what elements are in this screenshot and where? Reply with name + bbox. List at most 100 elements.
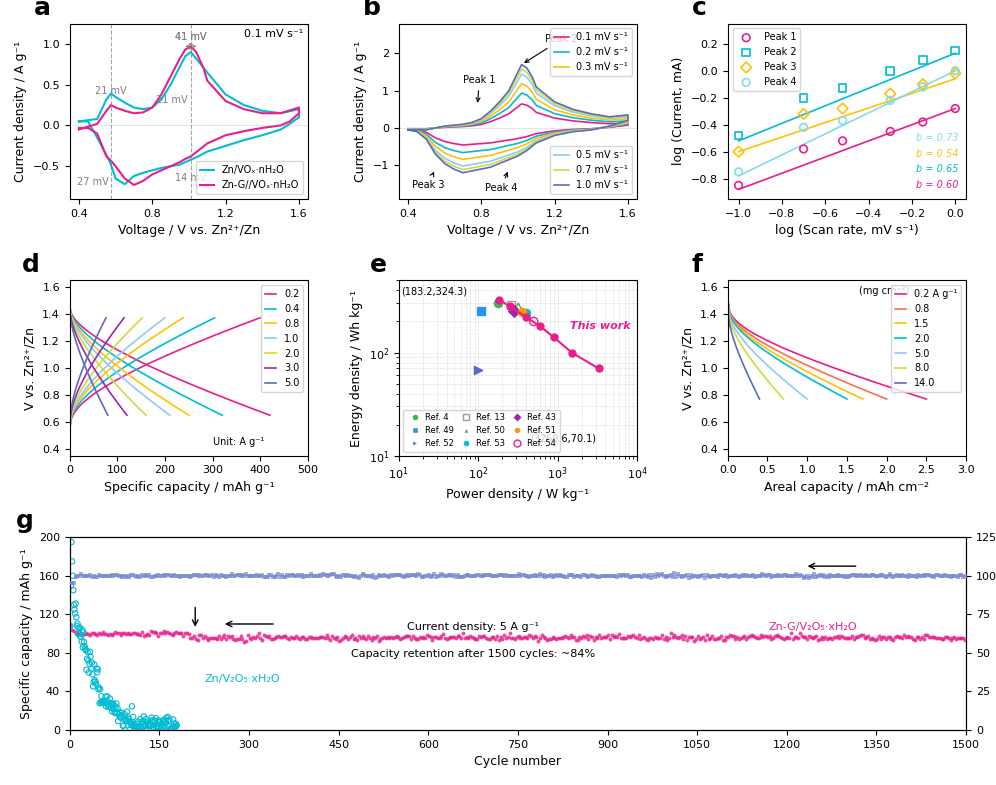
Point [853, 629, 869, 641]
Peak 1 [835, 134, 851, 147]
Point [64, 624, 80, 637]
Point [941, 631, 957, 644]
Peak 2 [914, 53, 930, 66]
Point [93, 683, 109, 696]
Point [619, 632, 634, 644]
Point [430, 632, 446, 644]
Point [568, 570, 584, 582]
Point [942, 571, 958, 583]
0.2 mV s⁻¹ [503, 141, 515, 150]
Point [503, 569, 519, 582]
Point [202, 632, 218, 644]
Point [844, 569, 860, 582]
0.7 mV s⁻¹ [516, 64, 528, 74]
Point [823, 569, 839, 582]
Point [914, 570, 930, 582]
Point [155, 625, 171, 637]
Point [158, 717, 174, 729]
Point [545, 571, 561, 584]
Point [148, 722, 164, 735]
0.7 mV s⁻¹ [521, 144, 533, 154]
Zn-G//VOₓ·nH₂O [119, 173, 130, 183]
Point [197, 630, 213, 642]
Point [449, 630, 465, 642]
Point [636, 568, 652, 581]
Point [859, 569, 874, 582]
Point [213, 569, 229, 582]
Point [841, 632, 857, 644]
Point [161, 720, 177, 732]
Point [245, 569, 261, 582]
0.1 mV s⁻¹ [438, 122, 450, 132]
0.2 mV s⁻¹ [420, 124, 432, 133]
0.1 mV s⁻¹ [530, 129, 542, 138]
Point [102, 569, 118, 582]
Point [117, 627, 132, 640]
Point [306, 631, 322, 644]
Point [121, 711, 136, 724]
Point [135, 716, 151, 728]
Point [548, 569, 564, 582]
Point [124, 717, 139, 729]
Point [610, 631, 625, 644]
Point [139, 570, 155, 582]
Point [835, 570, 851, 582]
Point [108, 626, 124, 639]
Zn-G//VOₓ·nH₂O [179, 45, 191, 54]
Point [66, 577, 82, 590]
Point [74, 635, 90, 648]
Y-axis label: Energy density / Wh kg⁻¹: Energy density / Wh kg⁻¹ [350, 290, 363, 447]
Point [523, 630, 539, 642]
Point [534, 569, 550, 582]
Point [763, 571, 779, 583]
Point [769, 570, 785, 582]
Zn/VOₓ·nH₂O [185, 47, 197, 57]
0.1 mV s⁻¹ [521, 132, 533, 141]
Point [141, 568, 157, 581]
Point [75, 569, 91, 582]
0.5 mV s⁻¹ [512, 147, 524, 156]
0.1 mV s⁻¹ [604, 122, 616, 132]
Zn-G//VOₓ·nH₂O [137, 176, 149, 185]
1.0 mV s⁻¹ [567, 104, 579, 114]
Point [602, 570, 618, 582]
Point [103, 702, 119, 714]
Zn-G//VOₓ·nH₂O [220, 97, 232, 106]
Point [200, 569, 216, 582]
Point [143, 571, 159, 583]
Point [509, 570, 525, 582]
Zn/VOₓ·nH₂O [275, 108, 287, 118]
Point [84, 627, 100, 640]
Point [807, 630, 823, 643]
Point [489, 630, 505, 643]
1.0 [140, 327, 152, 337]
0.2 mV s⁻¹ [438, 122, 450, 132]
Point [894, 631, 910, 644]
1.0 mV s⁻¹ [466, 118, 478, 127]
Point [236, 570, 252, 582]
Point [415, 631, 431, 644]
Point [274, 630, 290, 643]
Point [469, 569, 485, 582]
Point [657, 571, 673, 583]
1.0 mV s⁻¹ [512, 68, 524, 77]
Point [134, 626, 150, 639]
Point [890, 630, 906, 643]
Y-axis label: V vs. Zn²⁺/Zn: V vs. Zn²⁺/Zn [681, 327, 694, 410]
Point [261, 630, 277, 642]
1.0 mV s⁻¹ [457, 168, 469, 177]
Point [71, 622, 87, 634]
Zn/VOₓ·nH₂O [155, 163, 167, 173]
Point [794, 570, 810, 582]
Zn/VOₓ·nH₂O [119, 98, 130, 108]
1.0 mV s⁻¹ [448, 164, 460, 173]
Line: 1.5: 1.5 [728, 298, 863, 399]
Point [296, 630, 312, 643]
0.8 [177, 313, 189, 323]
Point [444, 631, 460, 644]
Point [709, 631, 725, 644]
0.8 [722, 294, 734, 303]
Point [67, 603, 83, 615]
Point [105, 705, 121, 717]
Zn-G//VOₓ·nH₂O [201, 76, 213, 86]
